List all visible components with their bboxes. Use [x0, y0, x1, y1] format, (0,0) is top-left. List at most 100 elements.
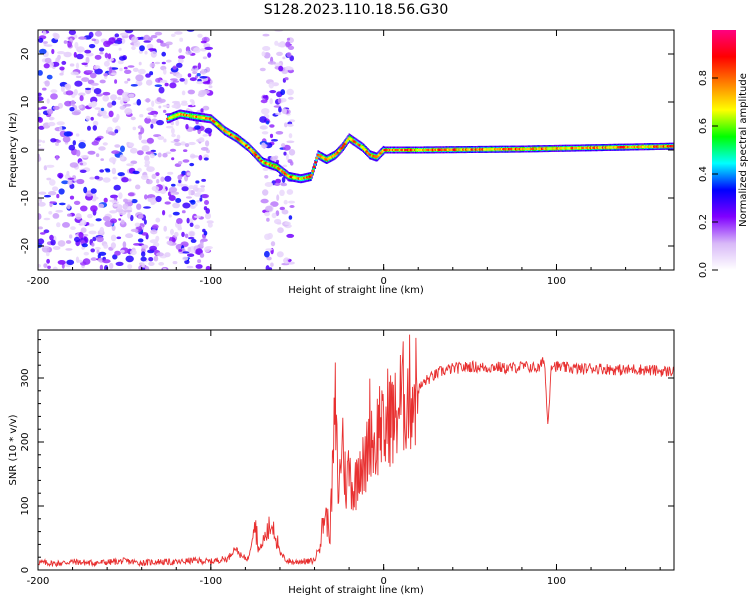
spectrogram-noise-cell: [202, 105, 210, 111]
spectrogram-noise-cell: [124, 108, 133, 115]
spectrogram-noise-cell: [180, 141, 186, 146]
spectrogram-noise-cell: [65, 248, 73, 251]
spectrogram-noise-cell: [140, 174, 149, 180]
spectrogram-noise-cell: [74, 80, 83, 87]
spectrogram-noise-cell: [283, 257, 290, 264]
spectrogram-noise-cell: [276, 51, 283, 57]
spectrogram-noise-cell: [182, 202, 191, 209]
spectrogram-noise-cell: [102, 259, 111, 264]
spectrogram-noise-cell: [69, 195, 75, 200]
spectrogram-noise-cell: [202, 134, 208, 137]
spectrogram-noise-cell: [186, 217, 190, 224]
spectrogram-noise-cell: [82, 258, 91, 265]
spectrogram-noise-cell: [285, 153, 289, 161]
spectrogram-ridge-core: [344, 141, 348, 144]
spectrogram-noise-cell: [164, 175, 172, 182]
spectrogram-noise-cell: [143, 34, 151, 42]
spectrogram-noise-cell: [110, 242, 116, 249]
spectrogram-ridge-core: [310, 174, 313, 177]
spectrogram-noise-cell: [91, 242, 95, 247]
spectrogram-noise-cell: [186, 265, 194, 269]
spectrogram-noise-cell: [61, 60, 67, 65]
spectrogram-noise-cell: [111, 72, 117, 76]
spectrogram-noise-cell: [171, 127, 175, 135]
spectrogram-noise-cell: [150, 201, 155, 205]
spectrogram-noise-cell: [70, 71, 79, 76]
spectrogram-noise-cell: [56, 121, 65, 126]
spectrogram-noise-cell: [46, 252, 50, 257]
spectrogram-noise-cell: [52, 266, 58, 270]
spectrogram-noise-cell: [102, 91, 111, 96]
spectrogram-noise-cell: [38, 264, 42, 268]
spectrogram-noise-cell: [38, 213, 42, 220]
spectrogram-noise-cell: [84, 49, 92, 54]
spectrogram-noise-cell: [135, 184, 141, 190]
spectrogram-noise-cell: [127, 65, 135, 68]
spectrogram-noise-cell: [99, 79, 106, 84]
spectrogram-noise-cell: [283, 199, 288, 205]
spectrogram-noise-cell: [197, 33, 203, 38]
spectrogram-noise-cell: [207, 52, 212, 58]
spectrogram-noise-cell: [205, 140, 210, 147]
spectrogram-noise-cell: [124, 103, 132, 107]
spectrogram-noise-cell: [157, 135, 165, 140]
spectrogram-noise-cell: [155, 195, 162, 203]
spectrogram-noise-cell: [270, 262, 274, 267]
spectrogram-noise-cell: [127, 192, 135, 197]
spectrogram-noise-cell: [88, 31, 94, 38]
spectrogram-noise-cell: [131, 46, 136, 50]
spectrogram-noise-cell: [188, 236, 195, 240]
spectrogram-noise-cell: [162, 152, 168, 158]
spectrogram-noise-cell: [107, 126, 113, 132]
spectrogram-noise-cell: [69, 63, 75, 67]
spectrogram-noise-cell: [266, 217, 270, 222]
spectrogram-noise-cell: [179, 78, 185, 82]
spectrogram-noise-cell: [176, 134, 181, 140]
spectrogram-noise-cell: [48, 116, 55, 121]
spectrogram-noise-cell: [119, 99, 124, 105]
spectrogram-noise-cell: [200, 147, 209, 151]
spectrogram-noise-cell: [110, 234, 117, 242]
spectrogram-noise-cell: [183, 149, 188, 153]
spectrogram-noise-cell: [44, 44, 53, 47]
spectrogram-noise-cell: [134, 222, 141, 227]
spectrogram-noise-cell: [150, 34, 158, 39]
spectrogram-noise-cell: [109, 199, 117, 203]
spectrogram-noise-cell: [264, 233, 271, 240]
spectrogram-noise-cell: [94, 30, 103, 37]
spectrogram-noise-cell: [38, 37, 44, 43]
spectrogram-noise-cell: [69, 234, 73, 239]
spectrogram-noise-cell: [68, 144, 76, 151]
spectrogram-noise-cell: [281, 143, 286, 148]
spectrogram-noise-cell: [144, 98, 151, 103]
spectrogram-noise-cell: [164, 82, 169, 87]
spectrogram-noise-cell: [277, 42, 285, 48]
spectrogram-noise-cell: [204, 212, 212, 220]
spectrogram-noise-cell: [100, 158, 104, 161]
spectrogram-y-tick-label: -20: [20, 238, 31, 254]
spectrogram-noise-cell: [85, 87, 92, 91]
spectrogram-noise-cell: [276, 194, 280, 201]
spectrogram-noise-cell: [120, 145, 125, 153]
spectrogram-noise-cell: [151, 100, 155, 107]
spectrogram-noise-cell: [124, 69, 132, 75]
spectrogram-noise-cell: [177, 174, 183, 181]
spectrogram-noise-cell: [90, 82, 99, 86]
spectrogram-noise-cell: [75, 133, 80, 137]
spectrogram-noise-cell: [112, 176, 118, 180]
spectrogram-noise-cell: [278, 106, 282, 113]
spectrogram-noise-cell: [143, 219, 147, 225]
spectrogram-noise-cell: [118, 56, 126, 61]
spectrogram-noise-cell: [119, 32, 129, 36]
spectrogram-noise-cell: [264, 182, 274, 187]
spectrogram-noise-cell: [275, 131, 284, 135]
spectrogram-noise-cell: [158, 262, 165, 266]
spectrogram-noise-cell: [99, 264, 104, 270]
spectrogram-noise-cell: [94, 246, 101, 250]
spectrogram-noise-cell: [191, 68, 195, 72]
spectrogram-noise-cell: [187, 104, 196, 108]
spectrogram-noise-cell: [75, 62, 80, 69]
spectrogram-noise-cell: [99, 169, 105, 173]
spectrogram-noise-cell: [138, 214, 144, 219]
